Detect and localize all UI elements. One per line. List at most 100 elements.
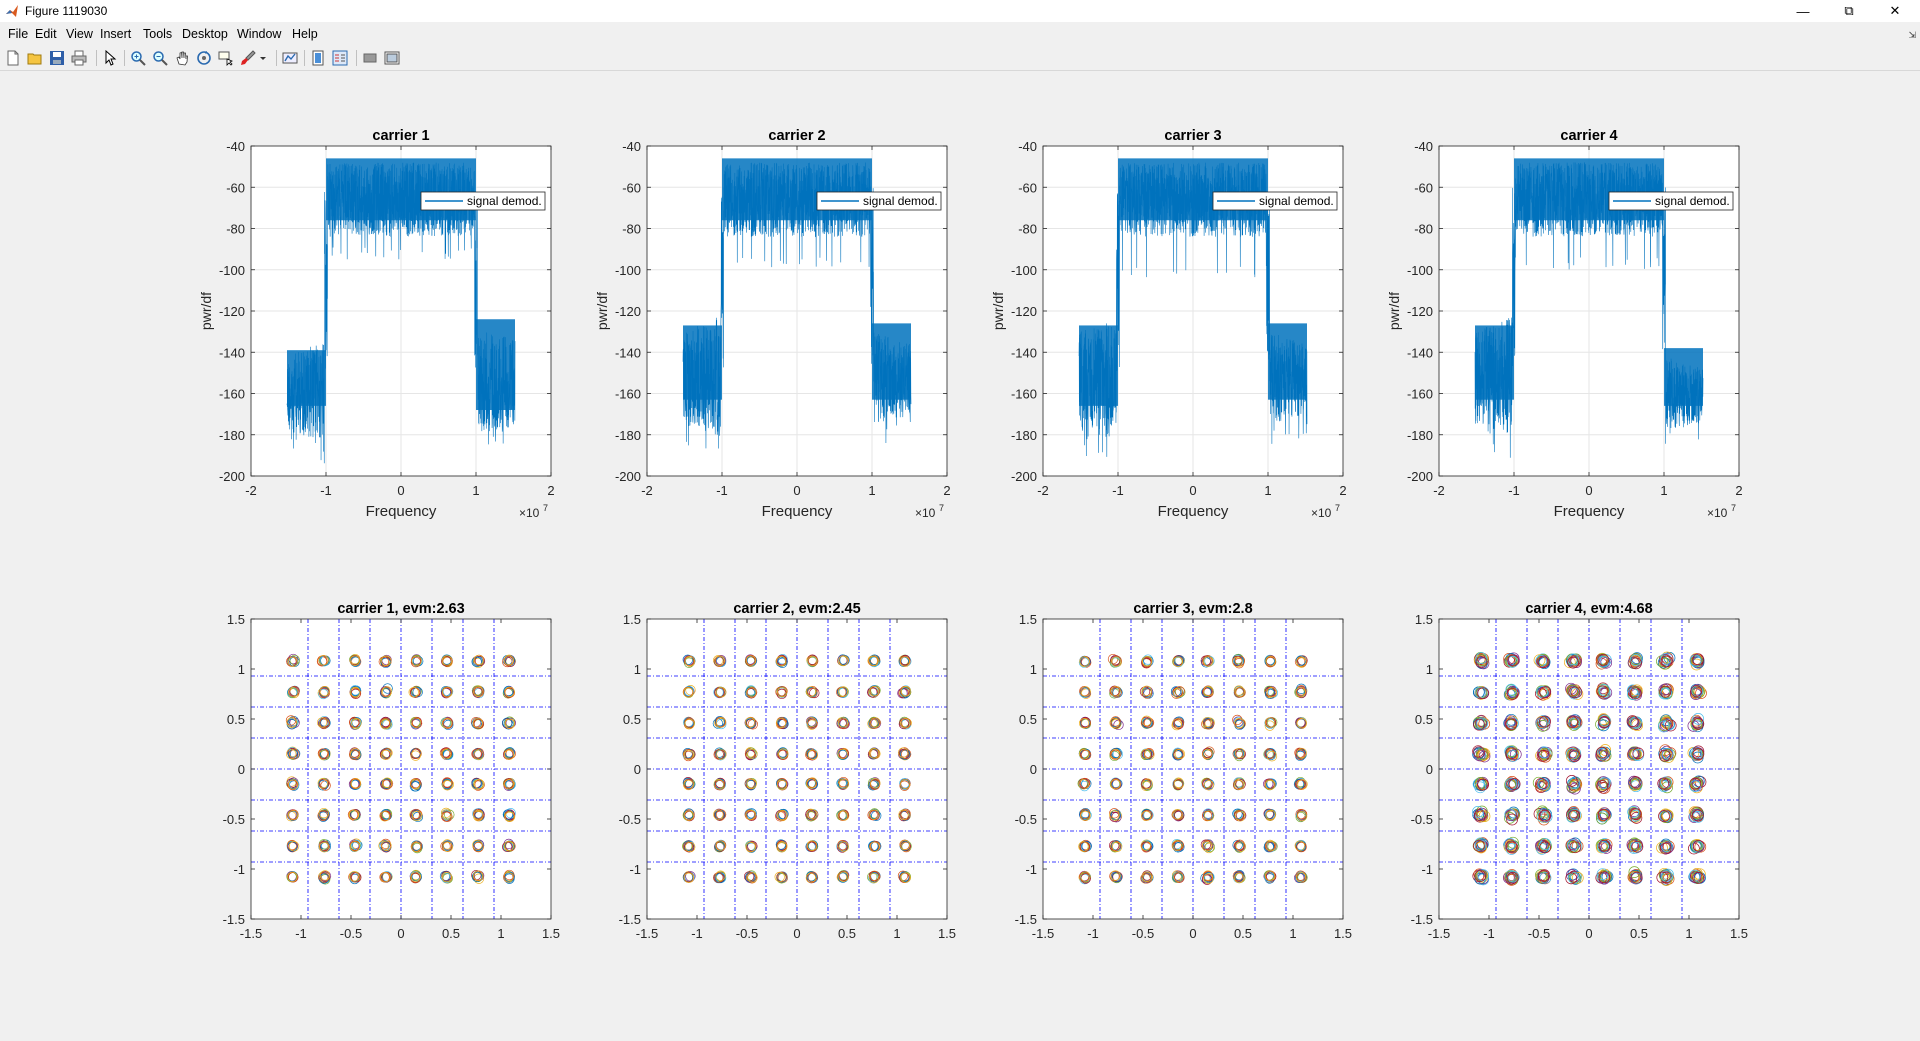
- menu-tools[interactable]: Tools: [143, 27, 173, 41]
- x-tick-labels: -2 -1 0 1 2: [1433, 483, 1742, 498]
- symbol-marker: [504, 718, 515, 730]
- symbol-marker: [806, 809, 817, 820]
- constellation-point-cluster: [1472, 776, 1490, 794]
- constellation-point-cluster: [805, 777, 819, 790]
- constellation-point-cluster: [1472, 868, 1490, 886]
- symbol-marker: [838, 778, 850, 790]
- symbol-marker: [777, 841, 788, 852]
- symbol-marker: [716, 687, 727, 698]
- constellation-point-cluster: [1627, 652, 1643, 670]
- symbol-marker: [713, 749, 724, 760]
- symbol-marker: [1540, 748, 1553, 760]
- symbol-marker: [442, 749, 454, 760]
- colorbar-icon[interactable]: [310, 50, 326, 66]
- show-plot-tools-icon[interactable]: [384, 50, 400, 66]
- rotate-3d-icon[interactable]: [196, 50, 212, 66]
- save-icon[interactable]: [49, 50, 65, 66]
- open-file-icon[interactable]: [27, 50, 43, 66]
- constellation-point-cluster: [1140, 839, 1154, 853]
- x-exponent-base: ×10: [1311, 506, 1332, 520]
- legend-box[interactable]: signal demod.: [816, 191, 942, 211]
- constellation-point-cluster: [317, 777, 331, 791]
- select-arrow-icon[interactable]: [102, 50, 118, 66]
- dock-arrow-icon[interactable]: ⇲: [1908, 30, 1916, 40]
- symbol-marker: [408, 687, 419, 698]
- menu-help[interactable]: Help: [292, 27, 318, 41]
- y-tick-labels: 1.5 1 0.5 0 -0.5 -1 -1.5: [1015, 612, 1037, 927]
- constellation-point-cluster: [1263, 870, 1277, 884]
- y-tick-label: -40: [226, 139, 245, 154]
- plot-area: [647, 619, 947, 919]
- symbol-marker: [714, 841, 725, 852]
- symbol-marker: [868, 748, 880, 759]
- x-tick-label: 1: [1264, 483, 1271, 498]
- symbol-marker: [1110, 748, 1121, 760]
- y-tick-label: -1.5: [223, 912, 245, 927]
- legend-box[interactable]: signal demod.: [420, 191, 546, 211]
- menu-edit[interactable]: Edit: [35, 27, 57, 41]
- symbol-marker: [1111, 655, 1122, 666]
- symbol-marker: [473, 749, 484, 760]
- menu-view[interactable]: View: [66, 27, 93, 41]
- symbol-marker: [1505, 843, 1518, 855]
- hide-plot-tools-icon[interactable]: [362, 50, 378, 66]
- legend-box[interactable]: signal demod.: [1212, 191, 1338, 211]
- symbol-marker: [715, 809, 727, 820]
- constellation-point-cluster: [1689, 683, 1707, 700]
- zoom-in-icon[interactable]: [130, 50, 146, 66]
- symbol-marker: [1689, 777, 1702, 790]
- symbol-marker: [410, 871, 421, 882]
- symbol-marker: [504, 811, 515, 822]
- link-plot-icon[interactable]: [282, 50, 298, 66]
- x-tick-label: 1.5: [1730, 926, 1748, 941]
- legend-icon[interactable]: [332, 50, 348, 66]
- constellation-point-cluster: [1533, 653, 1551, 670]
- restore-button[interactable]: ⧉: [1826, 0, 1872, 22]
- pan-icon[interactable]: [174, 50, 190, 66]
- symbol-marker: [1507, 717, 1519, 730]
- symbol-marker: [744, 717, 756, 728]
- symbol-marker: [1234, 839, 1245, 850]
- constellation-point-cluster: [836, 747, 850, 761]
- menu-window[interactable]: Window: [237, 27, 282, 41]
- brush-icon[interactable]: [240, 50, 256, 66]
- constellation-point-cluster: [682, 808, 695, 822]
- symbol-marker: [1142, 656, 1153, 667]
- symbol-marker: [1660, 655, 1673, 668]
- toolbar-separator: [96, 50, 97, 66]
- menu-file[interactable]: File: [8, 27, 29, 41]
- minimize-button[interactable]: —: [1780, 0, 1826, 22]
- symbol-marker: [287, 656, 299, 667]
- constellation-point-cluster: [409, 808, 424, 823]
- close-button[interactable]: ✕: [1872, 0, 1918, 22]
- symbol-marker: [1660, 776, 1672, 789]
- x-tick-label: 0: [793, 926, 800, 941]
- menu-insert[interactable]: Insert: [100, 27, 132, 41]
- symbol-marker: [1537, 687, 1550, 699]
- legend-box[interactable]: signal demod.: [1608, 191, 1734, 211]
- symbol-marker: [287, 871, 298, 882]
- constellation-point-cluster: [899, 778, 911, 791]
- x-axis-label: Frequency: [1554, 503, 1625, 520]
- constellation-point-cluster: [1535, 746, 1553, 763]
- data-cursor-icon[interactable]: [218, 50, 234, 66]
- new-figure-icon[interactable]: [5, 50, 21, 66]
- symbol-marker: [351, 718, 362, 729]
- menu-desktop[interactable]: Desktop: [182, 27, 228, 41]
- symbol-marker: [1689, 869, 1701, 882]
- constellation-point-cluster: [776, 777, 789, 791]
- symbol-marker: [745, 780, 757, 791]
- brush-dropdown-icon[interactable]: [258, 50, 268, 66]
- constellation-point-cluster: [897, 870, 912, 884]
- constellation-point-cluster: [1472, 685, 1490, 700]
- symbol-marker: [1201, 687, 1213, 698]
- zoom-out-icon[interactable]: [152, 50, 168, 66]
- constellation-point-cluster: [440, 685, 454, 699]
- constellation-point-cluster: [1565, 868, 1584, 885]
- minimize-icon: —: [1796, 3, 1810, 19]
- symbol-marker: [1140, 748, 1152, 760]
- x-exponent-base: ×10: [519, 506, 540, 520]
- symbol-marker: [1661, 841, 1674, 854]
- print-icon[interactable]: [71, 50, 87, 66]
